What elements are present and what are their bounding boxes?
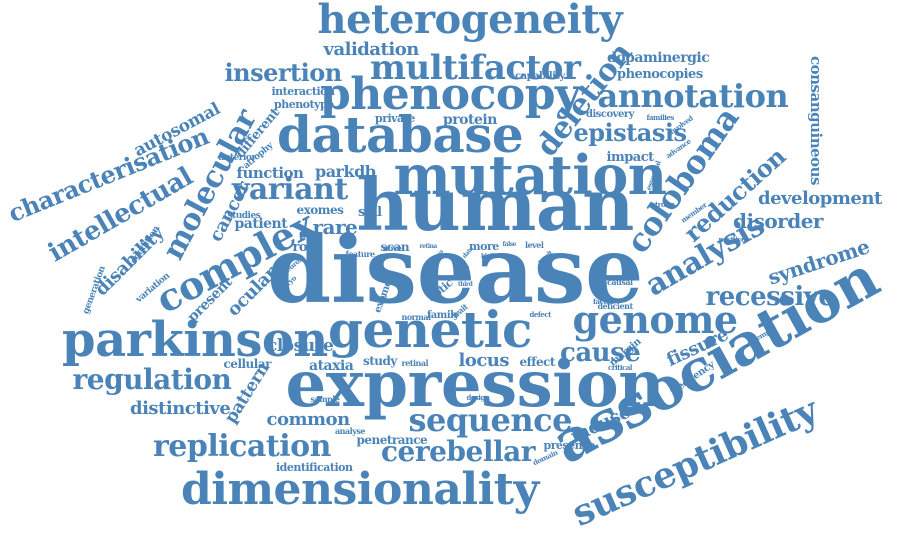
- word-birth: birth: [481, 253, 496, 260]
- word-analyse: analyse: [335, 426, 365, 436]
- word-recessive: recessive: [705, 282, 835, 312]
- word-annotation: annotation: [597, 77, 789, 115]
- word-validation: validation: [323, 39, 420, 60]
- word-consanguineous: consanguineous: [806, 55, 825, 185]
- word-studies: studies: [227, 210, 261, 221]
- word-more: more: [469, 239, 499, 253]
- word-patient: patient: [234, 216, 288, 232]
- word-effect: effect: [519, 355, 556, 369]
- word-epistasis: epistasis: [573, 118, 687, 147]
- word-positive: positive: [718, 234, 746, 244]
- word-variant: variant: [232, 172, 348, 207]
- word-strong: strong: [651, 199, 675, 209]
- word-closure: closure: [267, 335, 334, 356]
- word-causal: causal: [607, 277, 633, 287]
- word-disorder: disorder: [733, 209, 823, 233]
- word-retinal: retinal: [401, 358, 429, 368]
- word-regulation: regulation: [72, 363, 232, 396]
- word-dopaminergic: dopaminergic: [607, 50, 710, 66]
- word-genome: genome: [572, 297, 739, 342]
- word-parkdb: parkdb: [315, 162, 376, 181]
- word-family: family: [427, 310, 459, 321]
- word-families: families: [646, 112, 675, 122]
- word-retina: retina: [419, 243, 438, 250]
- word-disease: disease: [267, 216, 644, 324]
- word-replication: replication: [153, 429, 331, 464]
- word-sample: sample: [310, 394, 340, 404]
- word-protein: protein: [443, 112, 497, 128]
- word-common: common: [266, 409, 351, 430]
- word-normal: normal: [401, 312, 432, 322]
- word-anterior: anterior: [218, 152, 257, 163]
- word-cerebellar: cerebellar: [381, 435, 536, 468]
- word-expression: expression: [285, 347, 665, 422]
- word-capability: capability: [515, 71, 565, 82]
- word-insertion: insertion: [224, 58, 343, 87]
- word-human: human: [356, 162, 635, 247]
- word-identification: identification: [276, 460, 353, 474]
- word-design: design: [466, 392, 490, 402]
- word-cause: cause: [560, 338, 641, 368]
- word-novel: novel: [382, 243, 405, 253]
- word-genetic: genetic: [328, 300, 532, 359]
- word-distinctive: distinctive: [130, 398, 231, 419]
- word-critical: critical: [608, 362, 632, 372]
- word-false: false: [502, 241, 517, 248]
- word-ataxia: ataxia: [309, 358, 354, 374]
- word-phenotype: phenotype: [274, 97, 334, 111]
- word-heterogeneity: heterogeneity: [317, 0, 623, 43]
- word-role: role: [292, 239, 320, 255]
- word-sequence: sequence: [408, 401, 573, 439]
- word-factor: factor: [593, 296, 614, 306]
- word-development: development: [758, 188, 882, 209]
- word-scan: scan: [380, 240, 410, 254]
- word-multifactor: multifactor: [370, 48, 581, 88]
- word-phenocopies: phenocopies: [617, 66, 703, 82]
- word-rare: rare: [312, 215, 358, 239]
- word-level: level: [525, 240, 544, 250]
- word-feature: feature: [345, 249, 376, 259]
- word-interaction: interaction: [271, 84, 335, 98]
- word-deficient: deficient: [597, 301, 634, 311]
- word-presence: presence: [543, 438, 596, 452]
- word-function: function: [236, 163, 304, 182]
- word-defect: defect: [529, 309, 552, 319]
- word-third: third: [458, 281, 473, 288]
- word-phenocopy: phenocopy: [320, 69, 581, 120]
- word-database: database: [277, 105, 524, 164]
- word-cellular: cellular: [223, 357, 272, 371]
- word-parkinson: parkinson: [62, 312, 328, 368]
- word-dimensionality: dimensionality: [181, 464, 539, 515]
- word-locus: locus: [458, 350, 510, 371]
- word-most: most: [372, 295, 388, 302]
- word-sall: sall: [358, 204, 382, 220]
- word-exomes: exomes: [296, 203, 344, 217]
- word-mutation: mutation: [393, 143, 668, 207]
- word-impact: impact: [606, 149, 655, 165]
- word-private: private: [375, 111, 415, 125]
- word-penetrance: penetrance: [356, 433, 428, 447]
- word-discovery: discovery: [586, 109, 634, 120]
- word-study: study: [363, 354, 397, 368]
- word-time: time: [455, 264, 470, 271]
